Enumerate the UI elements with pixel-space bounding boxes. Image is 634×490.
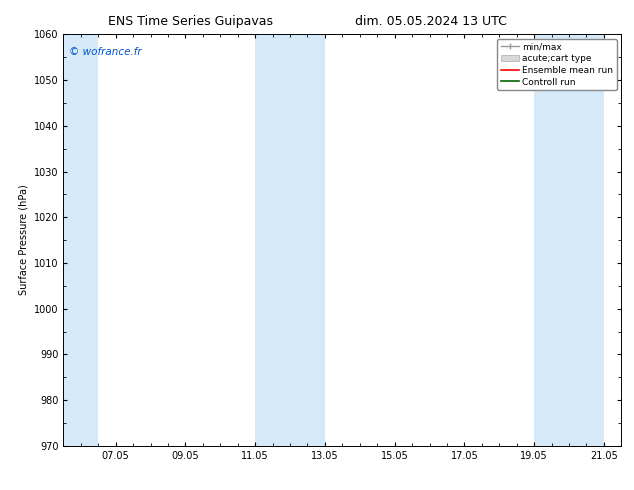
Bar [534,34,604,446]
Legend: min/max, acute;cart type, Ensemble mean run, Controll run: min/max, acute;cart type, Ensemble mean … [497,39,617,90]
Text: ENS Time Series Guipavas: ENS Time Series Guipavas [108,15,273,28]
Text: © wofrance.fr: © wofrance.fr [69,47,141,57]
Bar [63,34,98,446]
Text: dim. 05.05.2024 13 UTC: dim. 05.05.2024 13 UTC [355,15,507,28]
Y-axis label: Surface Pressure (hPa): Surface Pressure (hPa) [18,185,29,295]
Bar [255,34,325,446]
